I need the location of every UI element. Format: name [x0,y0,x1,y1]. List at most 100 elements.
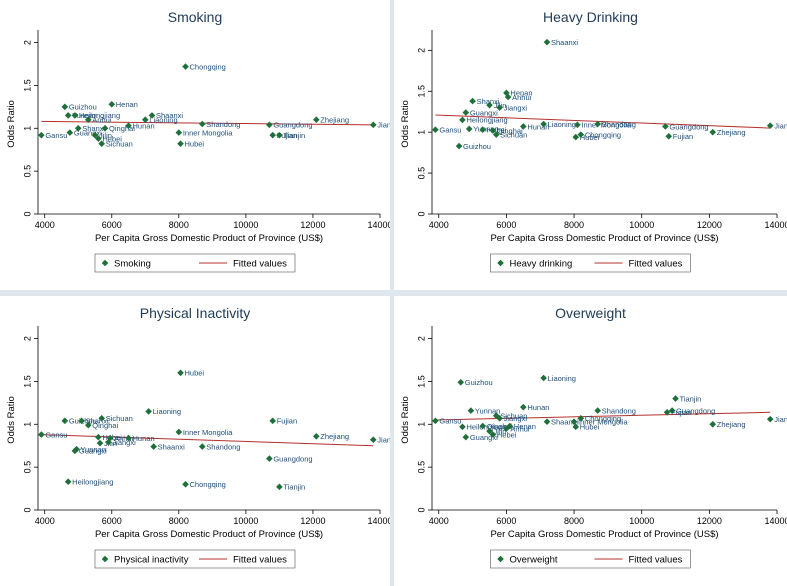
data-point-jiangsu [369,436,377,444]
chart-panel-heavy-drinking: Heavy Drinking 0 0.5 1 1.5 2 4000 6000 8000 10000… [394,0,787,290]
x-axis-label: Per Capita Gross Domestic Product of Pro… [95,529,323,540]
point-label-henan: Henan [116,100,138,109]
data-point-guizhou [457,378,465,386]
data-point-liaoning [540,374,547,382]
chart-panel-physical-inactivity: Physical Inactivity 0 0.5 1 1.5 2 4000 6000 8000… [0,296,390,586]
data-point-jiangxi [496,104,503,111]
x-tick-label: 12000 [300,516,325,526]
data-point-anhui [106,434,114,442]
data-point-hebei [95,433,102,441]
chart-title-smoking: Smoking [168,9,222,25]
point-label-hebei: Hebei [102,134,122,143]
point-label-zhejiang: Zhejiang [320,432,349,441]
data-point-fujian [665,132,673,140]
point-label-jilin: Jilin [494,427,507,436]
data-point-anhui [504,93,512,101]
point-label-chongqing: Chongqing [585,130,621,139]
point-label-guangdong: Guangdong [669,122,708,131]
point-label-shandong: Shandong [206,120,240,129]
point-label-hubei: Hubei [185,369,205,378]
data-point-chongqing [182,63,189,70]
data-point-shaanxi [543,418,551,426]
point-label-sichuan: Sichuan [500,412,527,421]
point-label-shanxi: Shanxi [477,97,500,106]
point-label-liaoning: Liaoning [153,407,181,416]
data-point-hunan [125,122,132,130]
data-point-jilin [486,101,493,109]
point-label-liaoning: Liaoning [548,374,576,383]
legend-label-fitted: Fitted values [233,259,287,270]
data-point-guangdong [668,407,676,414]
point-label-guizhou: Guizhou [465,378,493,387]
data-point-zhejiang [709,420,717,428]
point-label-chongqing: Chongqing [585,414,621,423]
legend-box [490,549,691,569]
y-tick-label: 0 [417,211,427,216]
data-point-guangxi [71,447,79,455]
x-tick-label: 14000 [764,220,787,230]
data-point-hebei [479,126,487,134]
y-tick-label: 0 [23,507,33,512]
data-point-zhejiang [709,128,717,136]
point-label-shandong: Shandong [602,120,636,129]
data-point-zhejiang [312,116,320,124]
legend-marker-diamond [497,259,504,267]
y-tick-label: 1.5 [23,79,33,92]
chart-svg-heavy-drinking: Heavy Drinking 0 0.5 1 1.5 2 4000 6000 8000 10000… [400,9,787,273]
point-label-anhui: Anhui [114,434,134,443]
legend-label-fitted: Fitted values [629,555,683,566]
point-label-liaoning: Liaoning [149,116,177,125]
x-tick-label: 14000 [367,516,390,526]
data-point-fujian [269,417,277,425]
data-point-qinghai [84,421,92,429]
y-tick-label: 2 [417,48,427,53]
legend-box [94,253,296,273]
data-point-gansu [432,417,439,425]
data-point-inner-mongolia [574,121,581,129]
data-point-shandong [594,120,602,128]
point-label-zhejiang: Zhejiang [717,128,746,137]
point-label-hubei: Hubei [580,423,600,432]
fitted-values-line [435,411,771,421]
data-point-shaanxi [150,443,157,450]
data-point-henan [108,100,116,108]
data-point-jiangsu [369,121,377,129]
point-label-inner-mongolia: Inner Mongolia [581,121,631,130]
point-label-anhui: Anhui [512,93,532,102]
point-label-fujian: Fujian [277,417,297,426]
chart-title-physical-inactivity: Physical Inactivity [140,305,250,321]
y-tick-label: 0.5 [23,165,33,178]
x-tick-label: 10000 [629,516,654,526]
data-point-tianjin [276,131,283,139]
legend-label-series: Heavy drinking [510,259,573,270]
x-axis-label: Per Capita Gross Domestic Product of Pro… [490,233,718,244]
point-label-jiangsu: Jiangsu [774,415,787,424]
data-point-heilongjiang [64,478,72,486]
data-point-jilin [486,427,493,435]
y-tick-label: 2 [417,336,427,341]
y-axis-label: Odds Ratio [6,100,17,148]
data-point-guangdong [266,121,273,129]
legend-label-series: Smoking [114,259,151,270]
x-tick-label: 4000 [429,220,449,230]
y-tick-label: 1.5 [417,85,427,98]
data-point-inner-mongolia [175,129,183,136]
y-axis-label: Odds Ratio [400,100,411,148]
point-label-tianjin: Tianjin [283,483,305,492]
x-axis-label: Per Capita Gross Domestic Product of Pro… [490,529,718,540]
point-label-hebei: Hebei [497,430,517,439]
data-point-yunnan [73,445,80,453]
chart-panel-overweight: Overweight 0 0.5 1 1.5 2 4000 6000 8000 10000 1200… [394,296,787,586]
y-tick-label: 0 [417,507,427,512]
data-point-heilongjiang [459,116,466,124]
data-point-shandong [198,120,206,128]
data-point-heilongjiang [71,112,79,119]
y-axis-label: Odds Ratio [400,396,411,444]
x-tick-label: 6000 [496,516,516,526]
data-point-jiangsu [766,415,774,423]
y-tick-label: 1.5 [23,375,33,388]
point-label-tianjin: Tianjin [680,394,702,403]
x-tick-label: 12000 [697,220,722,230]
point-label-henan: Henan [510,89,532,98]
